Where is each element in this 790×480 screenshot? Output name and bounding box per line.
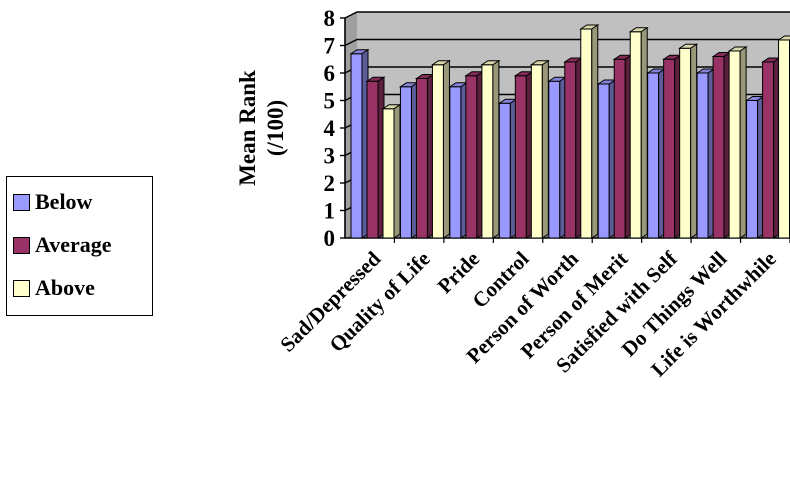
bar-above [679,47,692,239]
y-tick-label: 4 [324,116,336,141]
bar-side-above [492,59,500,239]
bar-side-above [640,26,648,239]
bar-below [597,83,610,239]
y-tick-label: 7 [324,34,336,59]
bar-above [778,39,790,239]
bar-below [399,86,412,239]
bar-above [629,31,642,239]
bar-above [728,50,741,239]
bar-below [647,72,660,239]
bar-below [746,100,759,239]
y-tick-label: 2 [324,171,336,196]
bar-side-above [442,59,450,239]
bar-below [449,86,462,239]
bar-below [548,80,561,239]
legend-item-average: Average [13,232,112,258]
legend: Below Average Above [6,176,153,316]
bar-side-above [393,103,401,239]
bar-average [366,80,379,239]
bar-side-above [541,59,549,239]
legend-item-below: Below [13,189,92,215]
bar-above [382,108,395,239]
bar-average [564,61,577,239]
y-tick-label: 5 [324,89,336,114]
y-axis-label-line2: (/100) [263,99,288,157]
y-tick-labels: 01 23 45 67 8 [324,6,345,251]
bar-average [663,58,676,239]
bar-top-above [776,35,790,41]
bar-below [350,53,363,239]
bar-average [613,58,626,239]
bar-above [431,64,444,239]
y-tick-label: 8 [324,6,336,31]
legend-label-average: Average [35,232,112,257]
legend-swatch-below [13,193,30,211]
bar-average [712,56,725,239]
legend-swatch-above [13,279,30,297]
bar-above [530,64,543,239]
y-tick-label: 0 [324,226,336,251]
bar-average [762,61,775,239]
bar-average [465,75,478,239]
bar-below [498,102,511,239]
bar-above [580,28,593,239]
bar-average [415,78,428,239]
legend-label-above: Above [35,275,95,300]
bar-above [481,64,494,239]
gridline [344,11,790,19]
bar-below [696,72,709,239]
bars [349,24,790,239]
y-tick-label: 1 [324,199,336,224]
bar-side-above [591,24,599,239]
y-tick-label: 6 [324,61,336,86]
y-axis-label-line1: Mean Rank [235,70,260,186]
legend-swatch-average [13,236,30,254]
legend-label-below: Below [35,189,93,214]
legend-item-above: Above [13,275,95,301]
y-tick-label: 3 [324,144,336,169]
bar-average [514,75,527,239]
bar-side-above [739,46,747,239]
